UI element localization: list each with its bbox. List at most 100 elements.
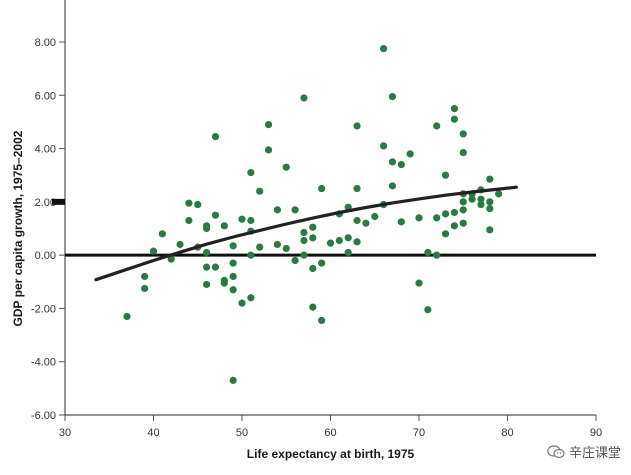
data-point bbox=[441, 210, 450, 218]
data-point bbox=[424, 306, 432, 314]
data-point bbox=[229, 272, 237, 281]
data-point bbox=[380, 45, 388, 53]
data-point bbox=[353, 238, 361, 246]
data-point bbox=[459, 130, 467, 138]
data-point bbox=[450, 115, 458, 123]
y-tick-label: 8.00 bbox=[35, 37, 56, 49]
data-point bbox=[176, 240, 184, 249]
data-point bbox=[300, 251, 308, 259]
y-axis-title: GDP per capita growth, 1975–2002 bbox=[11, 130, 25, 326]
data-point bbox=[450, 105, 458, 113]
data-point bbox=[123, 312, 131, 321]
x-tick-label: 90 bbox=[590, 427, 602, 439]
data-point bbox=[211, 263, 220, 271]
data-point bbox=[318, 316, 326, 325]
data-point bbox=[318, 259, 326, 267]
data-point bbox=[335, 236, 343, 245]
x-tick-label: 50 bbox=[236, 427, 248, 439]
data-point bbox=[149, 247, 158, 255]
data-point bbox=[415, 279, 423, 287]
data-point bbox=[291, 206, 299, 214]
data-point bbox=[309, 223, 317, 231]
data-point bbox=[326, 239, 335, 247]
data-point bbox=[256, 243, 264, 251]
data-point bbox=[282, 163, 290, 171]
data-point bbox=[282, 244, 290, 253]
data-point bbox=[141, 284, 149, 293]
data-point bbox=[238, 299, 246, 307]
data-point bbox=[220, 222, 228, 230]
x-axis-title: Life expectancy at birth, 1975 bbox=[247, 447, 415, 461]
data-point bbox=[406, 150, 414, 158]
data-point bbox=[495, 190, 503, 198]
x-tick-label: 80 bbox=[501, 427, 513, 439]
data-point bbox=[486, 226, 494, 234]
data-point bbox=[141, 272, 149, 281]
data-point bbox=[211, 211, 220, 219]
data-point bbox=[353, 216, 361, 225]
x-tick-label: 70 bbox=[413, 427, 425, 439]
data-point bbox=[486, 198, 494, 206]
data-point bbox=[309, 264, 317, 273]
data-point bbox=[424, 248, 432, 257]
data-point bbox=[486, 175, 494, 183]
data-point bbox=[468, 195, 476, 203]
y-tick-label: 0.00 bbox=[35, 250, 56, 262]
data-point bbox=[300, 94, 308, 102]
data-point bbox=[291, 256, 299, 265]
data-point bbox=[167, 255, 175, 263]
data-point bbox=[397, 218, 405, 226]
data-point bbox=[203, 263, 211, 271]
data-point bbox=[477, 195, 485, 203]
data-point bbox=[353, 122, 361, 130]
data-point bbox=[211, 132, 220, 141]
data-point bbox=[229, 242, 237, 250]
data-point bbox=[362, 219, 370, 227]
y-tick-label: 4.00 bbox=[35, 144, 56, 156]
data-point bbox=[450, 208, 458, 217]
y-tick-label: -4.00 bbox=[31, 357, 56, 369]
data-point bbox=[203, 248, 211, 257]
data-point bbox=[247, 251, 255, 259]
data-point bbox=[477, 200, 485, 209]
data-point bbox=[309, 303, 317, 311]
data-point bbox=[441, 230, 450, 238]
data-point bbox=[380, 142, 388, 150]
data-point bbox=[229, 259, 237, 267]
data-point bbox=[371, 212, 379, 221]
data-point bbox=[388, 182, 397, 190]
data-point bbox=[273, 240, 281, 249]
data-point bbox=[433, 251, 441, 259]
x-tick-label: 60 bbox=[324, 427, 336, 439]
data-point bbox=[185, 199, 193, 207]
data-point bbox=[433, 122, 441, 130]
data-point bbox=[247, 168, 255, 177]
y-axis-highlight-marker bbox=[52, 198, 65, 205]
data-point bbox=[344, 248, 352, 257]
data-point bbox=[194, 200, 202, 209]
x-axis-ticks: 30 40 50 60 70 80 90 bbox=[59, 415, 602, 439]
data-point bbox=[388, 93, 397, 101]
data-point bbox=[247, 216, 255, 225]
data-point bbox=[486, 204, 494, 213]
data-point bbox=[247, 294, 255, 302]
data-point bbox=[459, 206, 467, 214]
x-tick-label: 30 bbox=[59, 427, 71, 439]
data-point bbox=[229, 376, 237, 384]
x-tick-label: 40 bbox=[147, 427, 159, 439]
data-point bbox=[264, 146, 273, 154]
data-point bbox=[450, 222, 458, 230]
data-point bbox=[459, 148, 467, 157]
data-points bbox=[123, 45, 503, 384]
data-point bbox=[256, 187, 264, 195]
watermark: 辛庄课堂 bbox=[547, 442, 621, 461]
data-point bbox=[441, 171, 450, 179]
watermark-text: 辛庄课堂 bbox=[568, 446, 621, 461]
data-point bbox=[344, 234, 352, 242]
data-point bbox=[318, 184, 326, 193]
y-tick-label: -6.00 bbox=[31, 410, 56, 422]
data-point bbox=[459, 219, 467, 227]
data-point bbox=[397, 160, 405, 169]
data-point bbox=[264, 120, 273, 129]
